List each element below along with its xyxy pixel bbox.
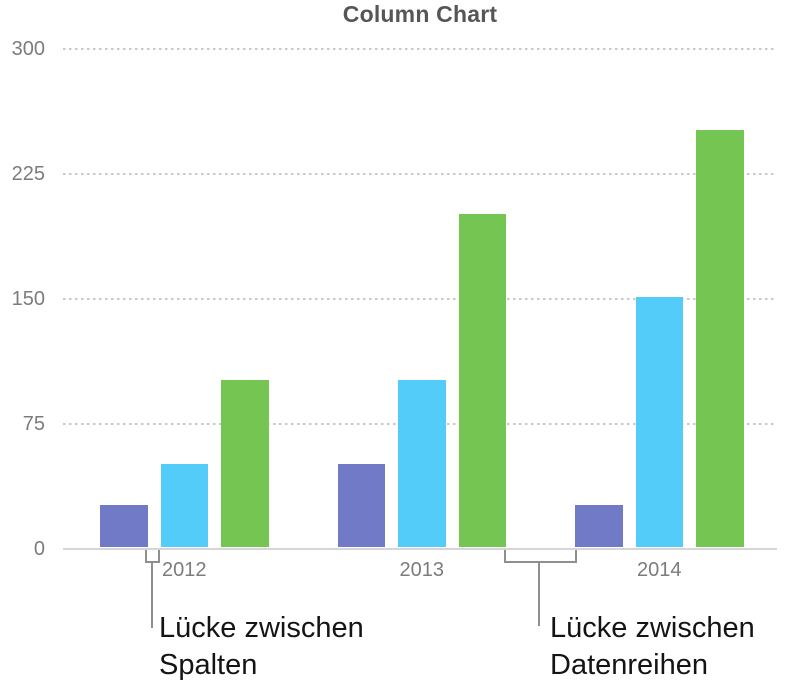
bar-series-3-2012	[221, 380, 269, 547]
plot-area	[63, 48, 777, 550]
gap-between-series-bracket	[504, 550, 577, 563]
bar-series-1-2014	[575, 505, 623, 547]
bar-series-1-2013	[337, 463, 385, 547]
x-tick-label-2014: 2014	[637, 559, 682, 581]
bar-series-1-2012	[100, 505, 148, 547]
gap-between-columns-callout-line	[151, 561, 153, 628]
bar-series-3-2014	[696, 130, 744, 547]
x-axis-line	[63, 548, 777, 550]
y-tick-label: 0	[33, 538, 45, 560]
bar-series-2-2013	[398, 380, 446, 547]
y-tick-label: 300	[11, 38, 45, 60]
y-tick-label: 225	[11, 163, 45, 185]
callout-gap-between-series: Lücke zwischen Datenreihen	[550, 612, 755, 681]
x-tick-label-2013: 2013	[399, 559, 445, 581]
bar-series-2-2012	[160, 463, 208, 547]
gridline	[63, 48, 777, 50]
bar-series-2-2014	[635, 297, 683, 547]
gridline	[63, 298, 777, 300]
bar-series-3-2013	[458, 213, 506, 547]
callout-gap-between-columns: Lücke zwischen Spalten	[159, 612, 364, 681]
x-tick-label-2012: 2012	[162, 559, 207, 581]
y-tick-label: 75	[22, 413, 45, 435]
chart-title: Column Chart	[342, 1, 498, 27]
gap-between-series-callout-line	[538, 561, 540, 626]
y-tick-label: 150	[11, 288, 45, 310]
gridline	[63, 173, 777, 175]
